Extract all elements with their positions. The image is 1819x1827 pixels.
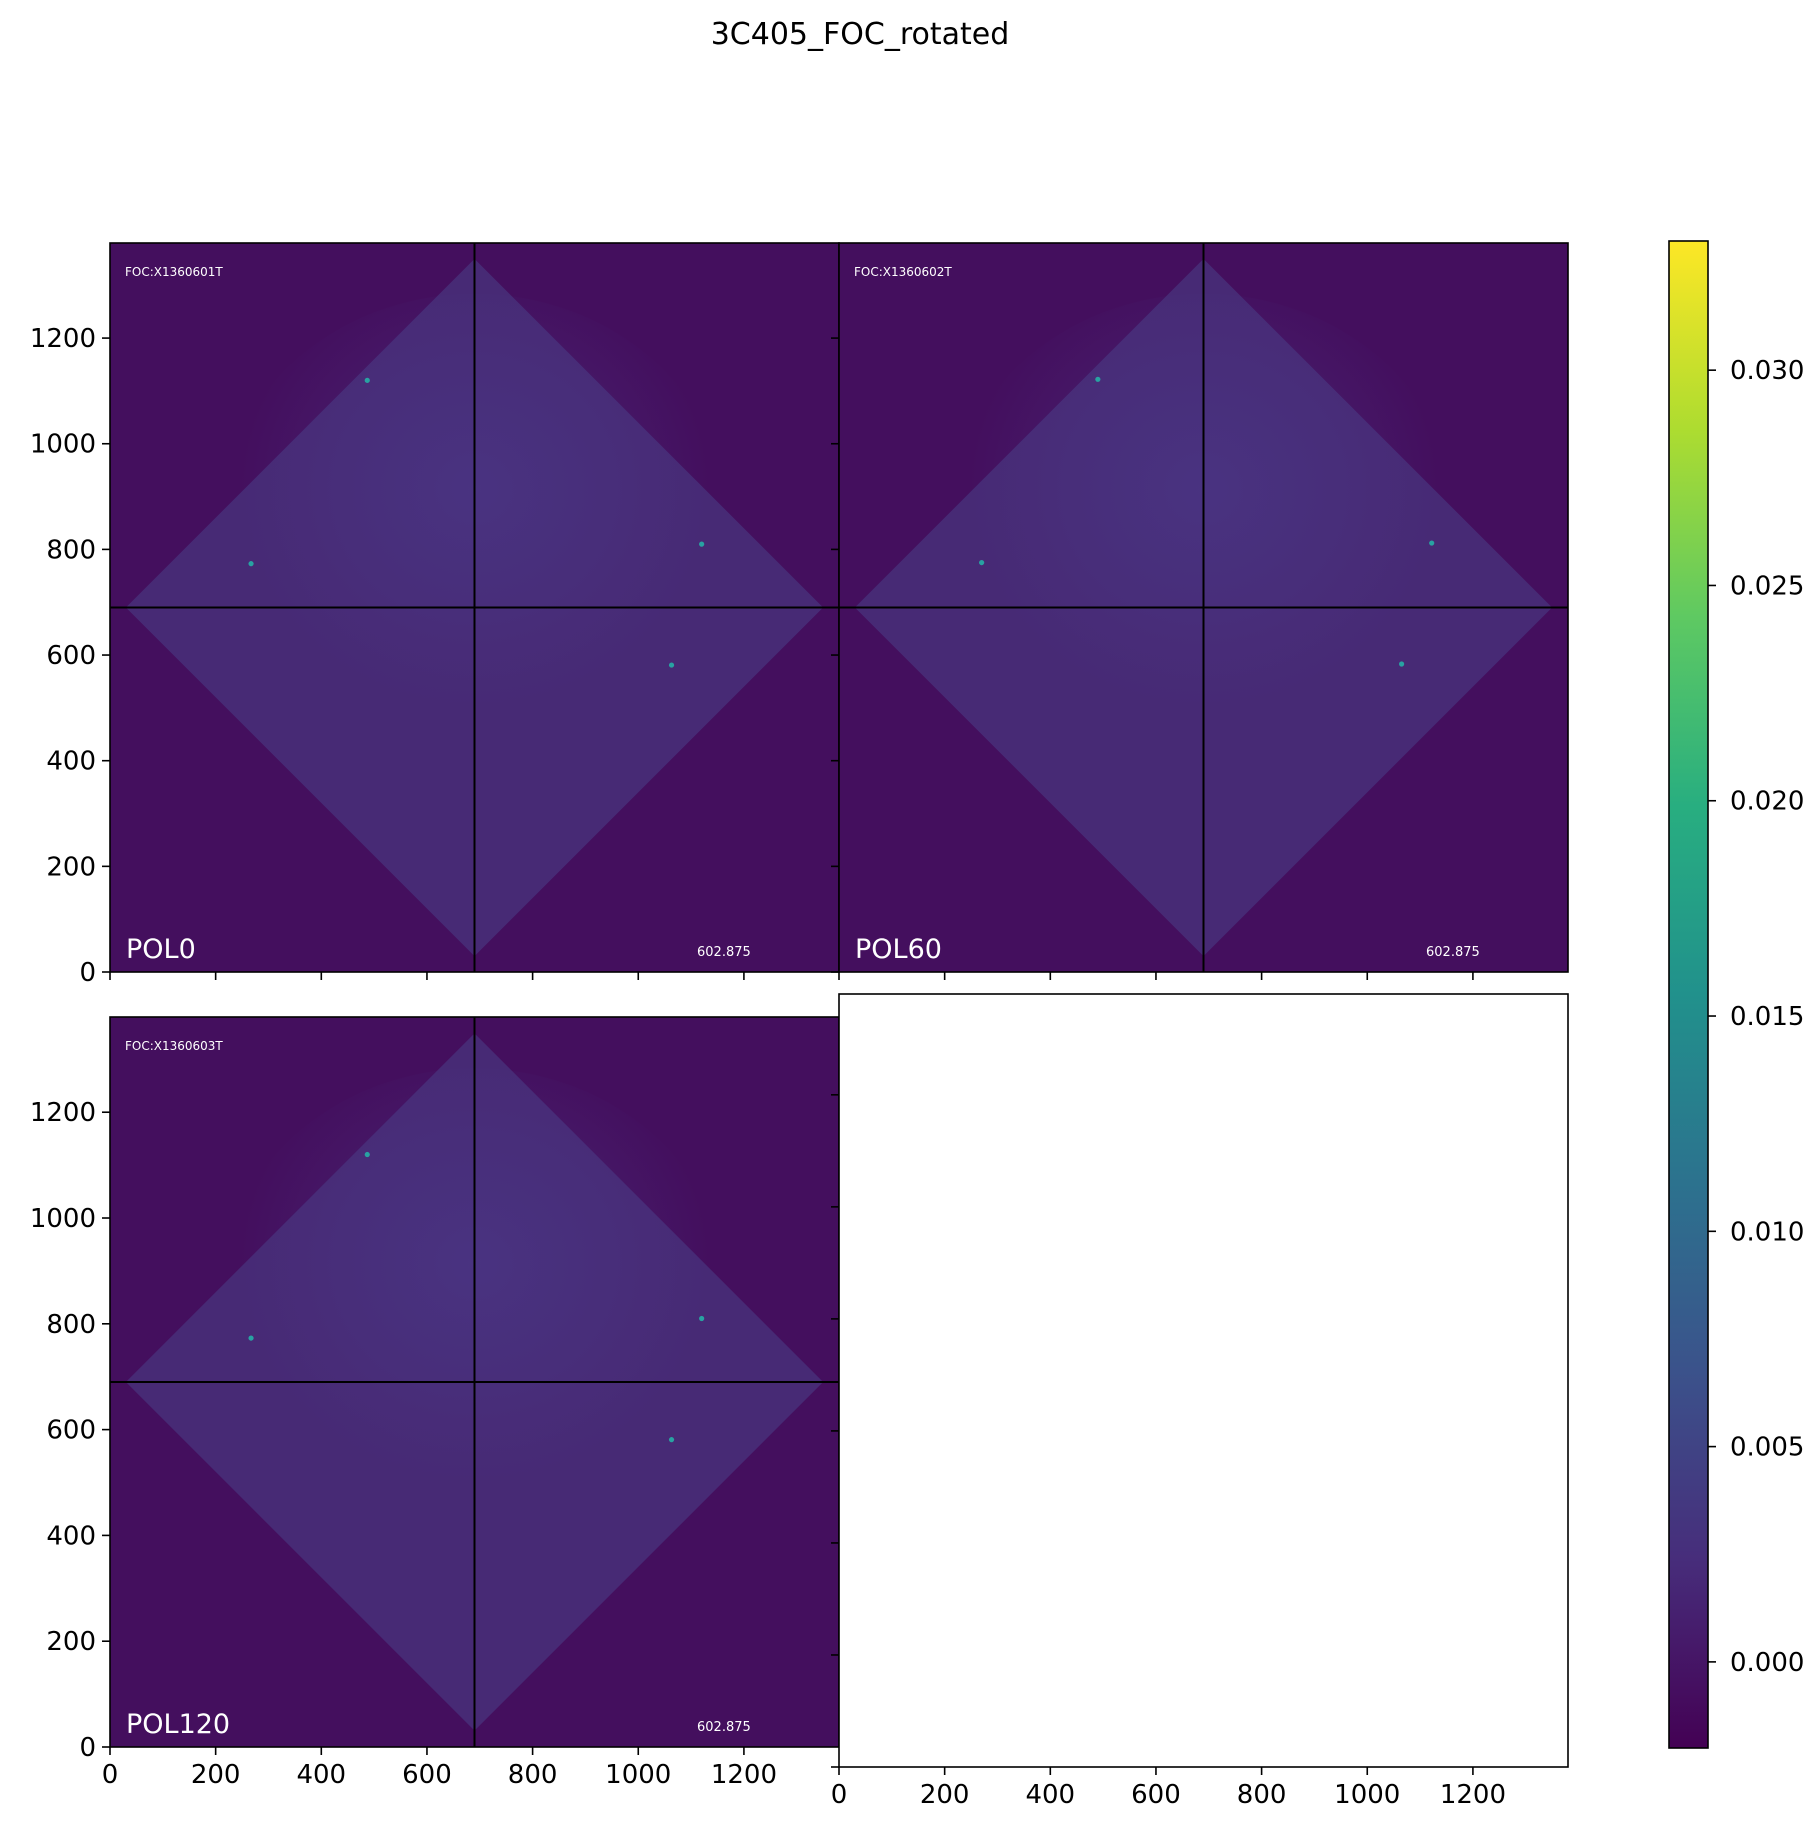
x-tick-label: 400	[296, 1760, 346, 1790]
colorbar-tick-label: 0.015	[1730, 1002, 1804, 1032]
x-tick-label: 200	[191, 1760, 241, 1790]
y-tick-label: 0	[79, 1733, 96, 1763]
panel-value-label: 602.875	[697, 1720, 751, 1735]
y-tick-label: 600	[46, 1416, 96, 1446]
y-tick-label: 800	[46, 535, 96, 565]
x-tick-label: 400	[1025, 1780, 1075, 1810]
point-source	[699, 1315, 705, 1322]
point-source	[1398, 661, 1405, 667]
panel-value-label: 602.875	[1426, 945, 1480, 960]
x-tick-label: 600	[402, 1760, 452, 1790]
point-source	[668, 662, 675, 668]
y-tick-label: 400	[46, 1521, 96, 1551]
y-tick-label: 800	[46, 1310, 96, 1340]
point-source	[699, 541, 705, 547]
panel-pol60: FOC:X1360602T POL60 602.875	[831, 242, 1569, 980]
colorbar-tick-label: 0.030	[1730, 356, 1804, 386]
panel-pol120: FOC:X1360603T POL120 602.875 0 200 400 600 800 1…	[30, 1016, 840, 1790]
point-source	[668, 1437, 675, 1443]
x-tick-label: 200	[920, 1780, 970, 1810]
axes-frame	[838, 242, 1569, 973]
y-tick-label: 1000	[30, 1204, 96, 1234]
panel-value-label: 602.875	[697, 945, 751, 960]
x-tick-label: 1200	[1440, 1780, 1506, 1810]
empty-axes-area	[839, 994, 1568, 1767]
point-source	[364, 1151, 370, 1158]
y-tick-label: 200	[46, 852, 96, 882]
x-tick-label: 800	[508, 1760, 558, 1790]
panel-label: POL0	[126, 934, 196, 965]
panel-label: POL120	[126, 1709, 230, 1740]
colorbar-tick-label: 0.005	[1730, 1433, 1804, 1463]
x-tick-label: 1000	[605, 1760, 671, 1790]
x-tick-label: 1000	[1334, 1780, 1400, 1810]
colorbar-tick-label: 0.020	[1730, 787, 1804, 817]
panel-pol0: FOC:X1360601T POL0 602.875 0 200 400 600 800 100…	[30, 242, 840, 988]
panel-empty: 0 200 400 600 800 1000 1200	[831, 993, 1569, 1810]
y-tick-label: 1000	[30, 430, 96, 460]
y-tick-label: 0	[79, 958, 96, 988]
x-tick-label: 0	[102, 1760, 119, 1790]
panels: FOC:X1360601T POL0 602.875 0 200 400 600 800 100…	[30, 242, 1569, 1810]
y-tick-label: 1200	[30, 324, 96, 354]
y-tick-label: 1200	[30, 1098, 96, 1128]
x-tick-label: 600	[1131, 1780, 1181, 1810]
panel-header: FOC:X1360603T	[125, 1039, 223, 1053]
x-tick-label: 1200	[711, 1760, 777, 1790]
colorbar-frame	[1668, 240, 1709, 1749]
figure-title: 3C405_FOC_rotated	[711, 17, 1010, 52]
panel-label: POL60	[855, 934, 942, 965]
y-tick-label: 600	[46, 641, 96, 671]
point-source	[248, 561, 254, 567]
point-source	[1095, 376, 1101, 382]
point-source	[248, 1335, 254, 1341]
y-tick-label: 200	[46, 1627, 96, 1657]
axes-frame	[838, 993, 1569, 1768]
point-source	[364, 377, 370, 383]
colorbar-gradient	[1669, 241, 1708, 1748]
point-source	[979, 559, 985, 566]
colorbar: 0.000 0.005 0.010 0.015 0.020 0.025 0.030	[1668, 240, 1804, 1749]
point-source	[1429, 540, 1435, 546]
x-tick-label: 0	[831, 1780, 848, 1810]
colorbar-tick-label: 0.010	[1730, 1217, 1804, 1247]
panel-header: FOC:X1360601T	[125, 265, 223, 279]
colorbar-tick-label: 0.000	[1730, 1648, 1804, 1678]
panel-header: FOC:X1360602T	[854, 265, 952, 279]
x-tick-label: 800	[1237, 1780, 1287, 1810]
y-tick-label: 400	[46, 747, 96, 777]
colorbar-tick-label: 0.025	[1730, 571, 1804, 601]
